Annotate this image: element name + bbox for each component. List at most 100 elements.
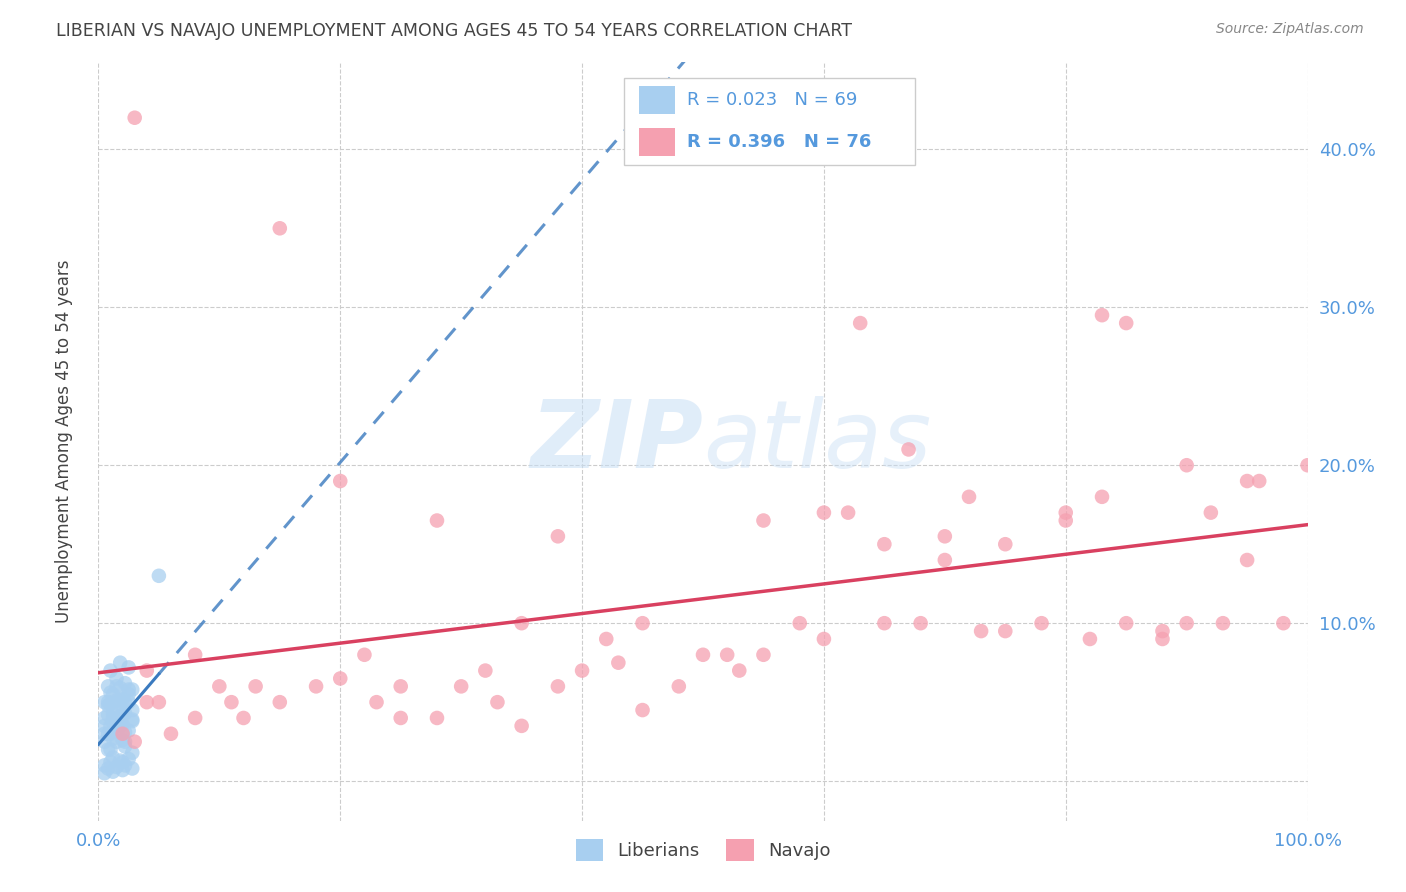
Point bbox=[232, 711, 254, 725]
Point bbox=[124, 111, 146, 125]
Point bbox=[111, 707, 134, 722]
Point bbox=[93, 734, 115, 748]
Point bbox=[121, 762, 143, 776]
Point bbox=[994, 624, 1017, 639]
Point bbox=[813, 632, 835, 646]
Point bbox=[114, 758, 136, 772]
Point bbox=[97, 727, 120, 741]
Point bbox=[389, 679, 412, 693]
Point bbox=[101, 687, 124, 701]
Point bbox=[571, 664, 593, 678]
Point bbox=[93, 695, 115, 709]
Point bbox=[184, 711, 207, 725]
Legend: Liberians, Navajo: Liberians, Navajo bbox=[568, 832, 838, 869]
Point bbox=[1175, 616, 1198, 631]
Point bbox=[510, 719, 533, 733]
Point bbox=[1152, 632, 1174, 646]
Point bbox=[93, 719, 115, 733]
Point bbox=[108, 719, 131, 733]
Point bbox=[100, 697, 122, 711]
Point bbox=[1031, 616, 1053, 631]
Point bbox=[114, 725, 136, 739]
Point bbox=[305, 679, 328, 693]
Point bbox=[934, 553, 956, 567]
Point bbox=[692, 648, 714, 662]
Point bbox=[121, 746, 143, 760]
Point bbox=[114, 739, 136, 754]
Point bbox=[547, 529, 569, 543]
Point bbox=[160, 727, 183, 741]
Point bbox=[728, 664, 751, 678]
Point bbox=[1115, 616, 1137, 631]
Point bbox=[934, 529, 956, 543]
Point bbox=[111, 717, 134, 731]
Point bbox=[114, 734, 136, 748]
Point bbox=[118, 682, 141, 697]
Point bbox=[108, 754, 131, 768]
FancyBboxPatch shape bbox=[638, 128, 675, 156]
Point bbox=[100, 742, 122, 756]
Point bbox=[970, 624, 993, 639]
Point bbox=[97, 698, 120, 713]
Point bbox=[873, 537, 896, 551]
Point bbox=[121, 682, 143, 697]
Point bbox=[184, 648, 207, 662]
Point bbox=[329, 474, 352, 488]
Point bbox=[108, 693, 131, 707]
Point bbox=[1272, 616, 1295, 631]
Point bbox=[100, 755, 122, 769]
Point bbox=[118, 752, 141, 766]
Point bbox=[1175, 458, 1198, 473]
Point bbox=[1212, 616, 1234, 631]
Point bbox=[118, 660, 141, 674]
Point bbox=[101, 715, 124, 730]
Point bbox=[474, 664, 496, 678]
Point bbox=[101, 750, 124, 764]
Point bbox=[789, 616, 811, 631]
Point bbox=[994, 537, 1017, 551]
Point bbox=[1236, 474, 1258, 488]
Point bbox=[1091, 490, 1114, 504]
Point bbox=[873, 616, 896, 631]
Point bbox=[100, 719, 122, 733]
Text: LIBERIAN VS NAVAJO UNEMPLOYMENT AMONG AGES 45 TO 54 YEARS CORRELATION CHART: LIBERIAN VS NAVAJO UNEMPLOYMENT AMONG AG… bbox=[56, 22, 852, 40]
Point bbox=[910, 616, 932, 631]
Point bbox=[813, 506, 835, 520]
Point bbox=[148, 695, 170, 709]
Point bbox=[269, 221, 291, 235]
Point bbox=[353, 648, 375, 662]
Point bbox=[897, 442, 920, 457]
Y-axis label: Unemployment Among Ages 45 to 54 years: Unemployment Among Ages 45 to 54 years bbox=[55, 260, 73, 624]
Point bbox=[100, 686, 122, 700]
Point bbox=[752, 514, 775, 528]
Text: Source: ZipAtlas.com: Source: ZipAtlas.com bbox=[1216, 22, 1364, 37]
Point bbox=[1199, 506, 1222, 520]
FancyBboxPatch shape bbox=[638, 87, 675, 114]
Point bbox=[97, 707, 120, 722]
Point bbox=[105, 760, 128, 774]
Point bbox=[486, 695, 509, 709]
Point bbox=[716, 648, 738, 662]
Point bbox=[269, 695, 291, 709]
Point bbox=[426, 514, 449, 528]
Point bbox=[208, 679, 231, 693]
Point bbox=[100, 727, 122, 741]
Point bbox=[118, 695, 141, 709]
Text: atlas: atlas bbox=[703, 396, 931, 487]
Point bbox=[111, 755, 134, 769]
Point bbox=[97, 695, 120, 709]
Point bbox=[1296, 458, 1319, 473]
Point bbox=[124, 734, 146, 748]
Point bbox=[631, 616, 654, 631]
Point bbox=[148, 569, 170, 583]
Point bbox=[108, 715, 131, 730]
Point bbox=[101, 731, 124, 746]
Point bbox=[93, 727, 115, 741]
Point bbox=[135, 695, 157, 709]
Point bbox=[121, 713, 143, 727]
Point bbox=[1249, 474, 1271, 488]
Point bbox=[957, 490, 980, 504]
Point bbox=[221, 695, 243, 709]
Point bbox=[100, 664, 122, 678]
Text: ZIP: ZIP bbox=[530, 395, 703, 488]
